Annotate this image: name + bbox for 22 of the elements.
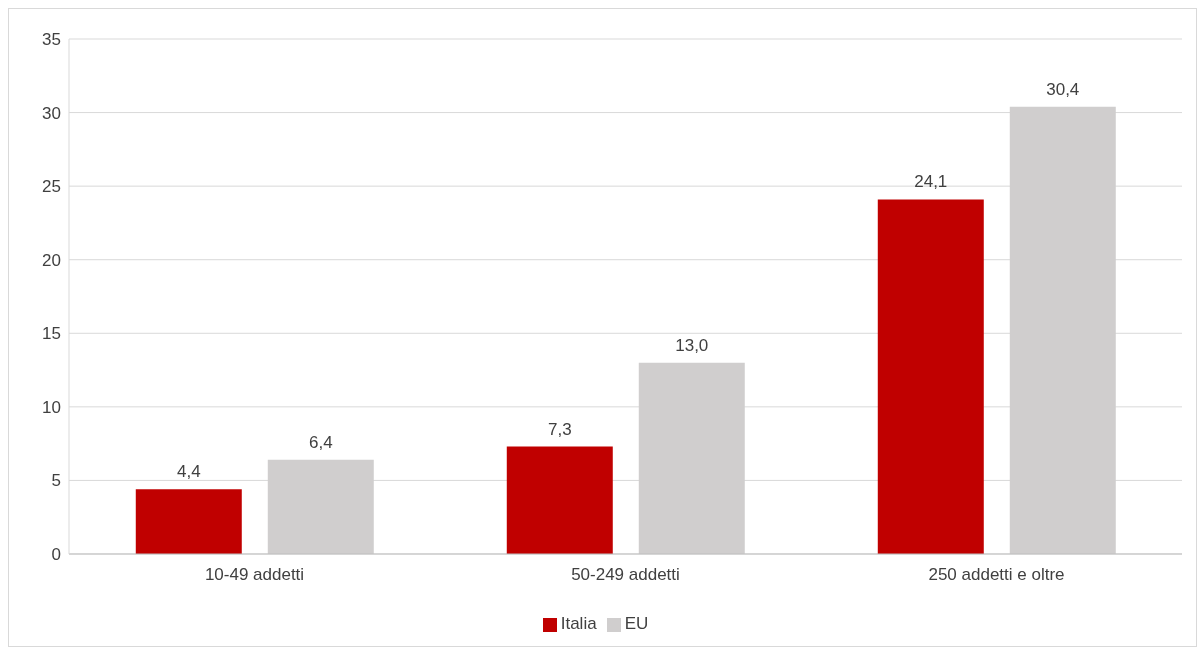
data-label: 7,3 <box>547 419 572 439</box>
y-tick-label: 35 <box>42 30 61 50</box>
y-tick-label: 5 <box>51 471 61 491</box>
x-tick-label: 50-249 addetti <box>571 565 680 585</box>
bar <box>877 199 984 554</box>
data-label: 13,0 <box>675 335 709 355</box>
legend-label: EU <box>624 614 649 633</box>
data-label: 4,4 <box>176 462 201 482</box>
y-tick-label: 30 <box>42 103 61 123</box>
data-label: 24,1 <box>914 172 948 192</box>
y-tick-label: 0 <box>51 545 61 565</box>
bar <box>506 446 613 554</box>
y-tick-label: 25 <box>42 177 61 197</box>
y-tick-label: 10 <box>42 397 61 417</box>
x-tick-label: 10-49 addetti <box>204 565 305 585</box>
y-tick-label: 15 <box>42 324 61 344</box>
data-label: 6,4 <box>308 432 333 452</box>
y-tick-label: 20 <box>42 250 61 270</box>
legend-label: Italia <box>560 614 597 633</box>
data-label: 30,4 <box>1046 79 1080 99</box>
bar <box>135 489 242 554</box>
x-tick-label: 250 addetti e oltre <box>928 565 1065 585</box>
